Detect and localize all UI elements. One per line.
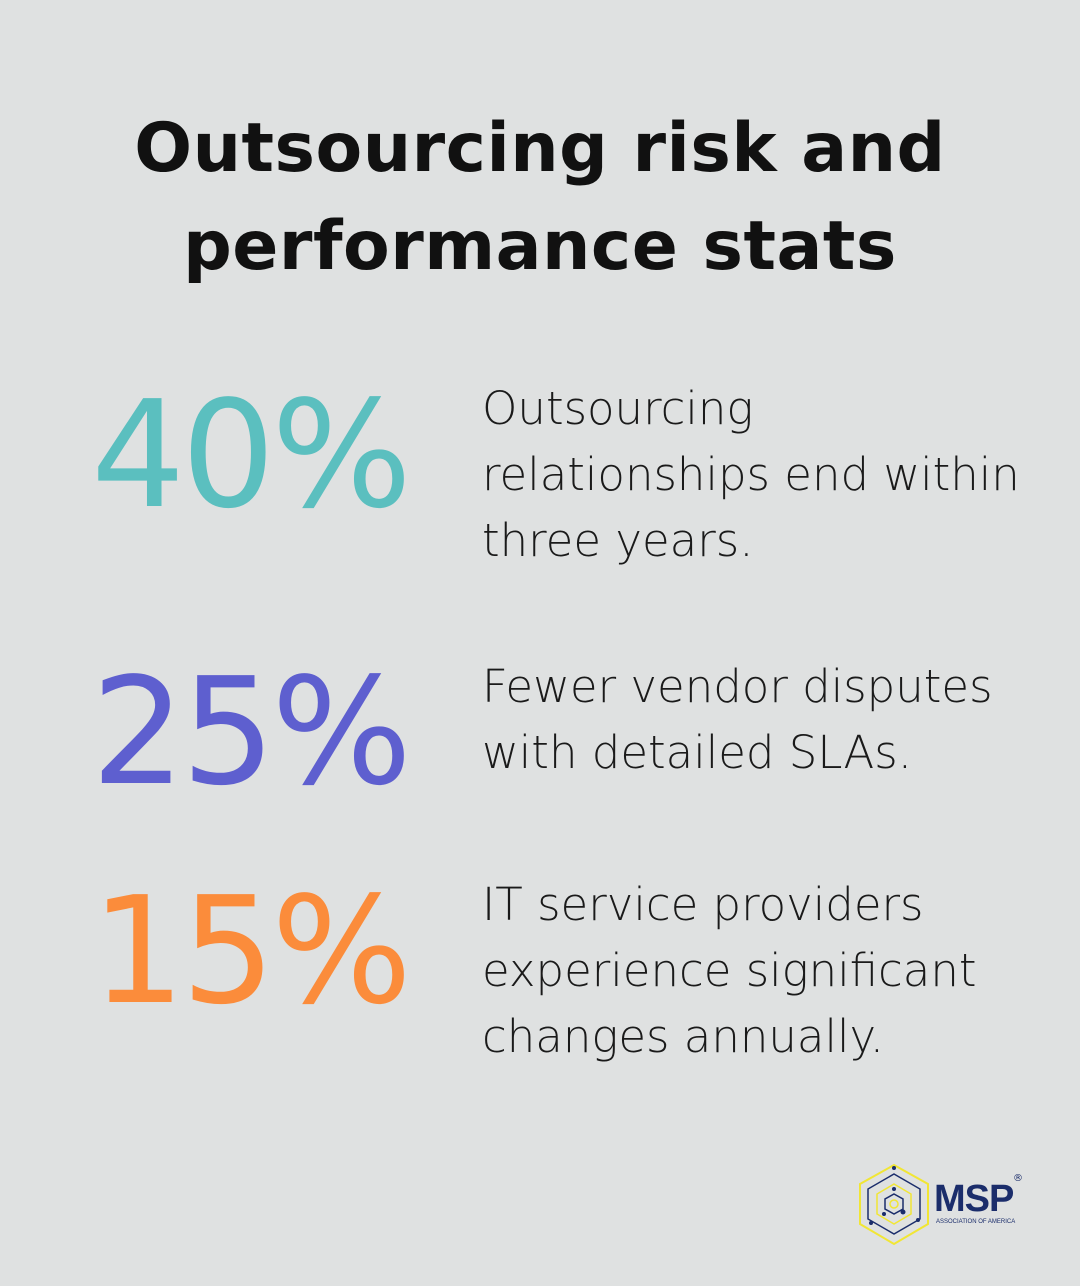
stat-text-2: Fewer vendor disputes with detailed SLAs… — [482, 660, 993, 779]
page-title: Outsourcing risk and performance stats — [134, 109, 946, 286]
logo-registered-mark: ® — [1013, 1173, 1023, 1184]
stat-text-1: Outsourcing relationships end within thr… — [482, 382, 1020, 567]
stat-value-3: 15% — [91, 865, 412, 1037]
stat-text-3: IT service providers experience signific… — [482, 878, 977, 1063]
stat-value-2: 25% — [91, 646, 412, 818]
msp-logo-icon — [859, 1163, 929, 1246]
stat-value-1: 40% — [91, 369, 412, 541]
logo-subtitle: ASSOCIATION OF AMERICA — [936, 1219, 1016, 1225]
logo-name: MSP — [934, 1178, 1014, 1220]
